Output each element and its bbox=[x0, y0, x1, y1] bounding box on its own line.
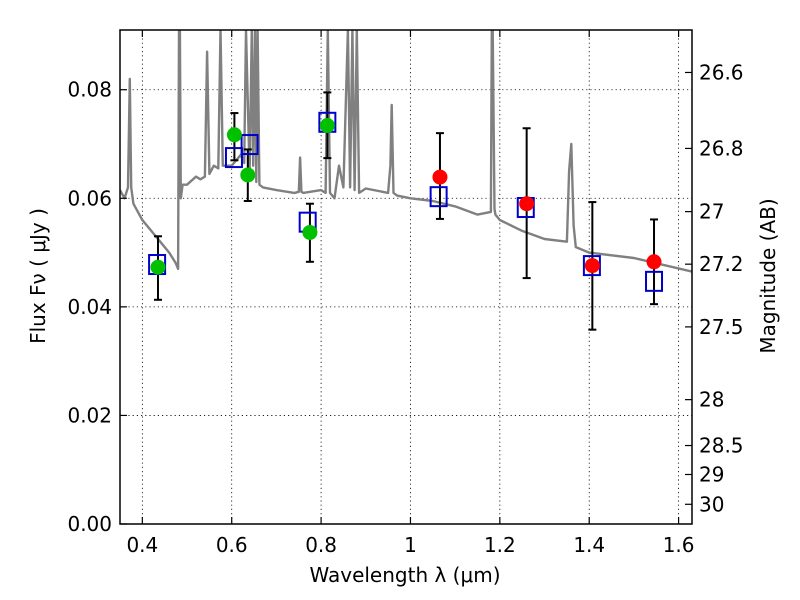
model-square-marker bbox=[240, 134, 259, 156]
spectrum-line bbox=[120, 30, 692, 273]
x-tick-label: 0.4 bbox=[126, 533, 158, 557]
mag-tick-label: 26.6 bbox=[699, 60, 744, 84]
x-tick-label: 1.6 bbox=[663, 533, 695, 557]
photometry-point bbox=[432, 169, 448, 185]
y-tick-label: 0.06 bbox=[67, 186, 112, 210]
x-axis-title: Wavelength λ (μm) bbox=[309, 563, 500, 587]
model-square-marker bbox=[429, 186, 448, 208]
mag-tick-label: 27.5 bbox=[699, 315, 744, 339]
x-tick-label: 0.6 bbox=[216, 533, 248, 557]
mag-tick-label: 27 bbox=[699, 200, 724, 224]
x-tick-label: 1.2 bbox=[484, 533, 516, 557]
y-right-axis-title: Magnitude (AB) bbox=[756, 198, 780, 353]
axes-frame bbox=[119, 29, 693, 525]
mag-tick-label: 29 bbox=[699, 462, 724, 486]
mag-tick-label: 30 bbox=[699, 492, 724, 516]
mag-tick-label: 28 bbox=[699, 388, 724, 412]
plot-frame bbox=[119, 29, 693, 525]
y-tick-label: 0.08 bbox=[67, 78, 112, 102]
y-tick-label: 0.00 bbox=[67, 512, 112, 536]
data-points bbox=[148, 91, 664, 331]
x-tick-label: 0.8 bbox=[305, 533, 337, 557]
y-axis-title: Flux Fν ( μJy ) bbox=[26, 208, 50, 344]
y-tick-label: 0.02 bbox=[67, 403, 112, 427]
x-tick-label: 1.4 bbox=[573, 533, 605, 557]
photometry-point bbox=[519, 196, 535, 212]
photometry-point bbox=[319, 118, 335, 134]
model-square-marker bbox=[645, 270, 664, 292]
mag-tick-label: 26.8 bbox=[699, 136, 744, 160]
photometry-point bbox=[150, 259, 166, 275]
photometry-point bbox=[584, 258, 600, 274]
photometry-point bbox=[240, 167, 256, 183]
mag-tick-label: 28.5 bbox=[699, 434, 744, 458]
mag-tick-label: 27.2 bbox=[699, 252, 744, 276]
photometry-point bbox=[226, 127, 242, 143]
photometry-point bbox=[646, 254, 662, 270]
model-square-marker bbox=[224, 147, 243, 169]
model-square-marker bbox=[582, 255, 601, 277]
axis-ticks: 0.4 0.6 0.8 1 1.2 1.4 1.6 0.00 0.02 0.04 0.06 0.08 2… bbox=[67, 30, 744, 557]
x-tick-label: 1 bbox=[404, 533, 417, 557]
y-tick-label: 0.04 bbox=[67, 295, 112, 319]
template-spectrum bbox=[120, 30, 692, 273]
photometry-point bbox=[302, 224, 318, 240]
